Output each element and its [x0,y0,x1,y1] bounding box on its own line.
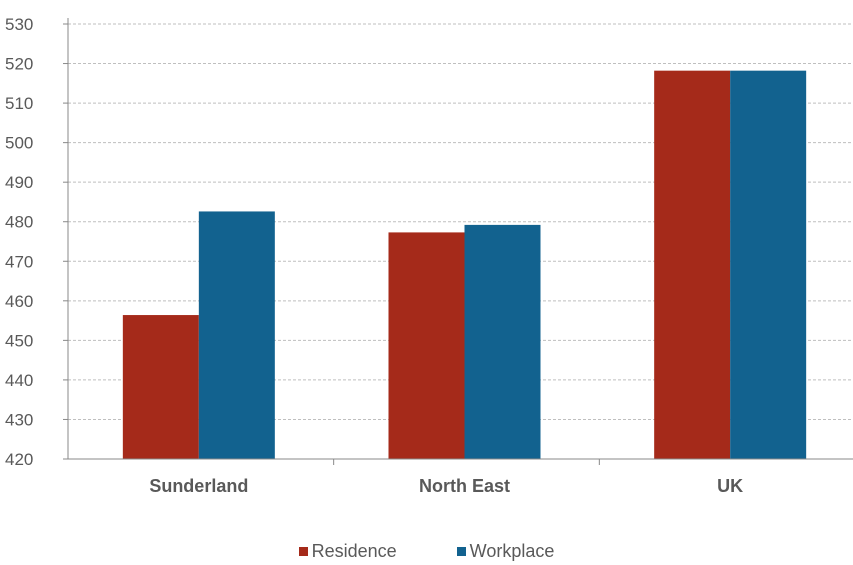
y-tick-label: 420 [5,450,33,469]
y-tick-label: 510 [5,94,33,113]
x-category-label: North East [419,476,510,496]
x-axis-labels: Sunderland North East UK [149,476,743,496]
legend-swatch-workplace [456,547,466,556]
bar-workplace-uk[interactable] [730,70,807,459]
legend: Residence Workplace [0,541,853,562]
y-tick-label: 490 [5,173,33,192]
legend-swatch-residence [298,547,308,556]
y-tick-label: 460 [5,292,33,311]
bar-residence-sunderland[interactable] [122,315,199,459]
y-tick-label: 480 [5,213,33,232]
bar-workplace-north-east[interactable] [464,224,541,459]
y-tick-label: 470 [5,252,33,271]
bar-chart: 420 430 440 450 460 470 480 490 500 510 520 530 Sun… [5,15,853,496]
x-category-label: Sunderland [149,476,248,496]
bar-residence-uk[interactable] [654,70,731,459]
legend-label-residence: Residence [311,541,397,561]
legend-item-workplace[interactable]: Workplace [456,541,555,562]
y-axis-ticks: 420 430 440 450 460 470 480 490 500 510 520 530 [5,15,68,469]
axes [67,18,853,465]
bars [122,70,807,459]
bar-workplace-sunderland[interactable] [198,211,275,459]
y-tick-label: 500 [5,134,33,153]
legend-label-workplace: Workplace [469,541,555,561]
y-tick-label: 440 [5,371,33,390]
y-tick-label: 450 [5,331,33,350]
y-tick-label: 530 [5,15,33,34]
legend-item-residence[interactable]: Residence [298,541,397,562]
y-tick-label: 430 [5,410,33,429]
y-tick-label: 520 [5,55,33,74]
x-category-label: UK [717,476,743,496]
bar-residence-north-east[interactable] [388,232,465,459]
